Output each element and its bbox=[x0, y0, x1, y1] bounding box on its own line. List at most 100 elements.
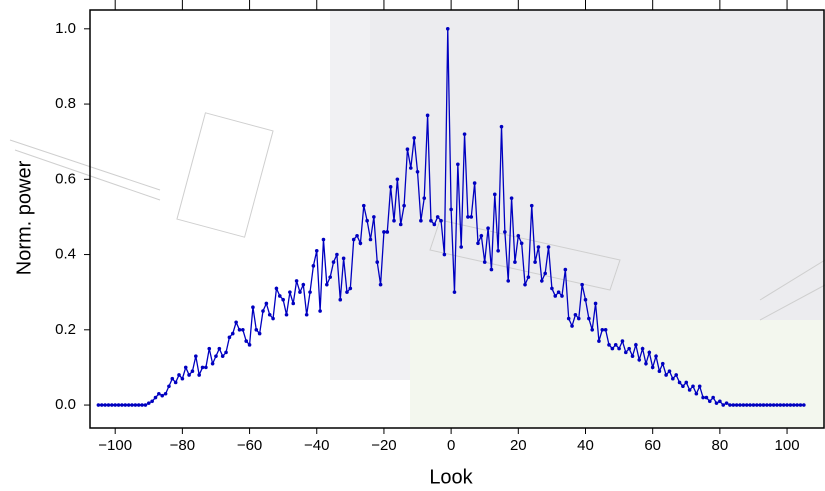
x-tick-label: −100 bbox=[98, 437, 132, 454]
data-point bbox=[681, 384, 685, 389]
y-tick-label: 0.4 bbox=[55, 246, 76, 263]
data-point bbox=[227, 335, 232, 340]
data-point bbox=[479, 233, 484, 238]
data-point bbox=[241, 328, 245, 332]
data-point bbox=[183, 365, 188, 370]
data-point bbox=[731, 403, 736, 407]
data-point bbox=[103, 403, 107, 407]
data-point bbox=[506, 279, 511, 283]
x-tick-label: −40 bbox=[304, 437, 329, 454]
data-point bbox=[644, 361, 648, 366]
data-point bbox=[113, 403, 117, 407]
data-point bbox=[150, 399, 154, 404]
data-point bbox=[640, 346, 645, 351]
data-point bbox=[429, 218, 433, 223]
data-point bbox=[791, 403, 796, 407]
data-point bbox=[405, 147, 410, 152]
y-tick-label: 0.8 bbox=[55, 95, 76, 112]
data-point bbox=[126, 403, 131, 407]
data-point bbox=[701, 395, 705, 400]
data-point bbox=[603, 328, 608, 332]
y-tick-label: 0.2 bbox=[55, 321, 76, 338]
data-point bbox=[197, 373, 201, 377]
data-point bbox=[106, 403, 111, 407]
data-point bbox=[765, 403, 769, 407]
data-point bbox=[368, 237, 373, 242]
data-point bbox=[207, 346, 212, 351]
data-point bbox=[274, 286, 279, 291]
data-point bbox=[630, 354, 635, 358]
data-point bbox=[768, 403, 773, 407]
data-point bbox=[576, 316, 581, 321]
data-point bbox=[771, 403, 776, 407]
data-point bbox=[509, 196, 514, 200]
data-point bbox=[664, 373, 668, 377]
data-point bbox=[143, 403, 148, 407]
data-point bbox=[523, 282, 527, 287]
y-tick-label: 0.6 bbox=[55, 170, 76, 187]
data-point bbox=[587, 316, 591, 321]
data-point bbox=[600, 328, 605, 332]
data-point bbox=[230, 331, 235, 336]
data-point bbox=[214, 354, 218, 358]
data-point bbox=[449, 207, 453, 212]
data-point bbox=[553, 294, 558, 298]
data-point bbox=[224, 350, 228, 355]
data-point bbox=[540, 279, 544, 283]
data-point bbox=[375, 260, 380, 264]
data-point bbox=[489, 267, 494, 272]
data-point bbox=[331, 260, 336, 264]
data-point bbox=[442, 252, 447, 257]
data-point bbox=[425, 113, 430, 118]
data-point bbox=[570, 324, 574, 328]
data-point bbox=[372, 215, 376, 219]
data-point bbox=[580, 282, 584, 287]
data-point bbox=[677, 380, 682, 385]
data-point bbox=[304, 312, 309, 317]
data-point bbox=[341, 256, 346, 261]
data-point bbox=[519, 241, 524, 246]
data-point bbox=[798, 403, 803, 407]
data-point bbox=[627, 346, 631, 351]
data-point bbox=[583, 297, 588, 302]
data-point bbox=[291, 301, 296, 306]
data-point bbox=[409, 166, 413, 170]
x-axis-label: Look bbox=[429, 466, 473, 488]
y-tick-label: 0.0 bbox=[55, 396, 76, 413]
data-point bbox=[261, 309, 265, 313]
data-point bbox=[170, 376, 175, 381]
data-point bbox=[543, 271, 547, 276]
data-point bbox=[281, 297, 285, 302]
data-point bbox=[751, 403, 756, 407]
data-point bbox=[563, 267, 568, 272]
data-point bbox=[167, 384, 171, 389]
data-point bbox=[492, 192, 497, 197]
data-point bbox=[452, 290, 457, 294]
data-point bbox=[402, 203, 406, 208]
data-point bbox=[328, 275, 332, 279]
data-point bbox=[382, 230, 386, 234]
data-point bbox=[378, 282, 383, 287]
data-point bbox=[704, 395, 709, 400]
data-point bbox=[637, 358, 642, 362]
data-point bbox=[204, 365, 208, 370]
data-point bbox=[775, 403, 779, 407]
data-point bbox=[671, 376, 675, 381]
data-point bbox=[163, 391, 168, 396]
data-point bbox=[674, 373, 678, 377]
data-point bbox=[284, 312, 289, 317]
data-point bbox=[610, 346, 615, 351]
data-point bbox=[130, 403, 134, 407]
data-point bbox=[718, 399, 722, 404]
data-point bbox=[456, 162, 460, 167]
data-point bbox=[597, 339, 601, 343]
data-point bbox=[318, 309, 322, 313]
x-tick-label: −20 bbox=[371, 437, 396, 454]
data-point bbox=[802, 403, 806, 407]
data-point bbox=[99, 403, 104, 407]
data-point bbox=[724, 401, 729, 405]
data-point bbox=[529, 203, 534, 208]
data-point bbox=[325, 282, 329, 287]
data-point bbox=[244, 339, 249, 343]
data-point bbox=[435, 215, 440, 219]
